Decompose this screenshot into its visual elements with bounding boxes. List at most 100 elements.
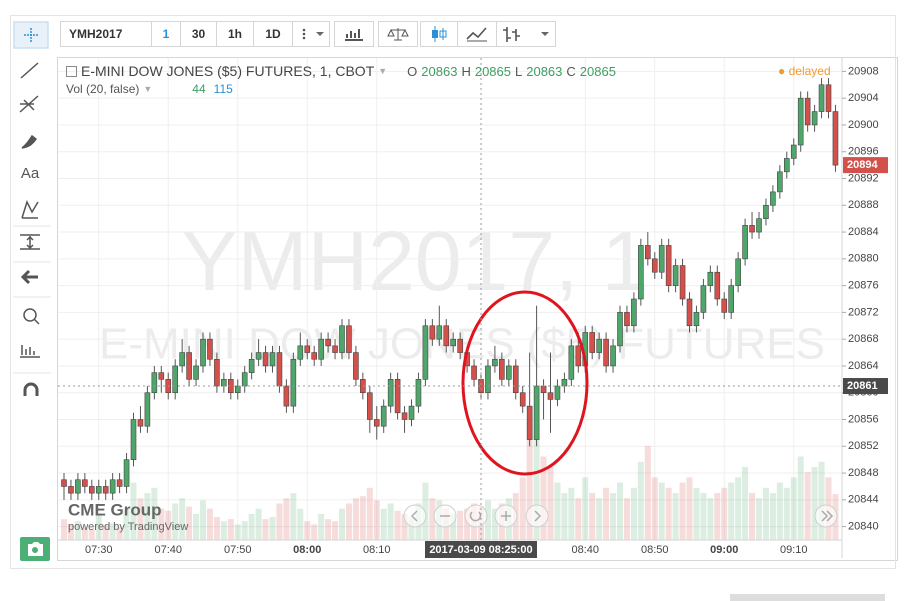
dropdown-icon[interactable]: ▼ xyxy=(378,66,388,76)
volume-bar xyxy=(756,498,762,540)
pattern-tool[interactable] xyxy=(21,200,39,219)
volume-bar xyxy=(269,517,276,540)
volume-bar xyxy=(540,456,547,540)
candle-body xyxy=(638,245,644,300)
brand-powered: powered by TradingView xyxy=(68,521,188,533)
candles-button[interactable] xyxy=(420,21,458,47)
y-tick-label: 20856 xyxy=(848,413,879,425)
collapse-icon[interactable] xyxy=(66,65,77,77)
y-tick-label: 20872 xyxy=(848,306,879,318)
candle-body xyxy=(589,332,596,353)
candle-body xyxy=(686,298,693,327)
volume-bar xyxy=(359,496,366,540)
x-tick-label: 08:50 xyxy=(641,544,669,556)
volume-bar xyxy=(408,517,415,540)
candle-body xyxy=(714,271,721,300)
scroll-left[interactable] xyxy=(403,504,427,528)
symbol-input[interactable]: YMH2017 xyxy=(60,21,152,47)
candle-body xyxy=(797,97,804,146)
volume-bar xyxy=(81,527,88,540)
text-tool[interactable]: Aa xyxy=(21,165,40,182)
measure-tool[interactable] xyxy=(20,234,40,250)
y-tick-label: 20880 xyxy=(848,253,879,265)
reset[interactable] xyxy=(464,504,488,528)
fib-tool[interactable] xyxy=(19,95,39,113)
plot xyxy=(61,78,839,500)
volume-bar xyxy=(366,487,373,540)
candle-body xyxy=(499,358,505,380)
candle-body xyxy=(360,379,366,394)
remove-tool[interactable] xyxy=(20,269,38,285)
volume-bar xyxy=(769,493,776,540)
volume-bar xyxy=(686,477,693,540)
candle-body xyxy=(304,345,311,353)
scrollbar[interactable] xyxy=(730,594,885,601)
brush-tool[interactable] xyxy=(21,134,38,149)
candle-body xyxy=(290,358,297,407)
candle-body xyxy=(179,352,185,367)
candle-body xyxy=(457,338,463,353)
dropdown-icon[interactable]: ▼ xyxy=(143,84,153,94)
interval-menu[interactable] xyxy=(292,21,330,47)
x-tick-label: 07:30 xyxy=(85,544,113,556)
candle-body xyxy=(561,379,568,387)
candle-body xyxy=(443,325,450,347)
volume-bar xyxy=(596,498,603,540)
icon xyxy=(387,28,409,41)
volume-bar xyxy=(165,510,172,540)
candle-body xyxy=(311,352,318,360)
candle-body xyxy=(756,218,762,233)
volume-bar xyxy=(179,498,186,540)
volume-bar xyxy=(519,477,526,540)
volume-value: 44 xyxy=(192,82,206,96)
candle-body xyxy=(672,265,679,286)
bars-button[interactable] xyxy=(496,21,556,47)
magnet-tool[interactable] xyxy=(23,382,39,396)
x-tick-label: 08:40 xyxy=(571,544,599,556)
compare-button[interactable] xyxy=(378,21,418,47)
indicators-button[interactable] xyxy=(334,21,374,47)
interval-button[interactable]: 30 xyxy=(180,21,217,47)
candle-body xyxy=(75,479,81,494)
candle-body xyxy=(763,204,769,219)
left-toolbar xyxy=(13,21,51,396)
crosshair-price-box xyxy=(843,378,888,395)
volume-bar xyxy=(387,503,394,540)
volume-bar xyxy=(290,493,297,540)
volume-bar xyxy=(554,482,561,540)
y-tick-label: 20848 xyxy=(848,467,879,479)
candle-body xyxy=(617,312,623,347)
volume-bar xyxy=(603,487,610,540)
trend-tool[interactable] xyxy=(20,62,39,79)
y-tick-label: 20844 xyxy=(848,494,879,506)
series-title: E-MINI DOW JONES ($5) FUTURES, 1, CBOT xyxy=(81,63,375,79)
zoom-tool[interactable] xyxy=(23,308,37,322)
candle-body xyxy=(603,338,609,367)
x-tick-label: 08:00 xyxy=(293,544,321,556)
brand-logo: CME Group xyxy=(68,500,162,519)
volume-bar xyxy=(665,487,672,540)
line-button[interactable] xyxy=(457,21,497,47)
candle-body xyxy=(777,171,783,193)
candle-body xyxy=(82,479,88,487)
volume-bar xyxy=(213,517,220,540)
interval-button[interactable]: 1 xyxy=(151,21,181,47)
candle-body xyxy=(408,405,415,420)
candle-body xyxy=(61,479,67,487)
nav-buttons xyxy=(403,504,838,528)
icon xyxy=(466,27,487,42)
candle-body xyxy=(492,358,498,367)
volume-bar xyxy=(137,498,144,540)
candle-body xyxy=(575,345,582,367)
candle-body xyxy=(339,325,345,353)
scroll-right[interactable] xyxy=(525,504,549,528)
candle-body xyxy=(651,258,658,273)
candle-body xyxy=(123,459,130,487)
volume-bar xyxy=(582,477,589,540)
y-tick-label: 20876 xyxy=(848,280,879,292)
candle-body xyxy=(95,486,102,494)
candle-body xyxy=(394,379,401,414)
ruler-tool[interactable] xyxy=(20,345,40,358)
candle-body xyxy=(721,298,728,313)
